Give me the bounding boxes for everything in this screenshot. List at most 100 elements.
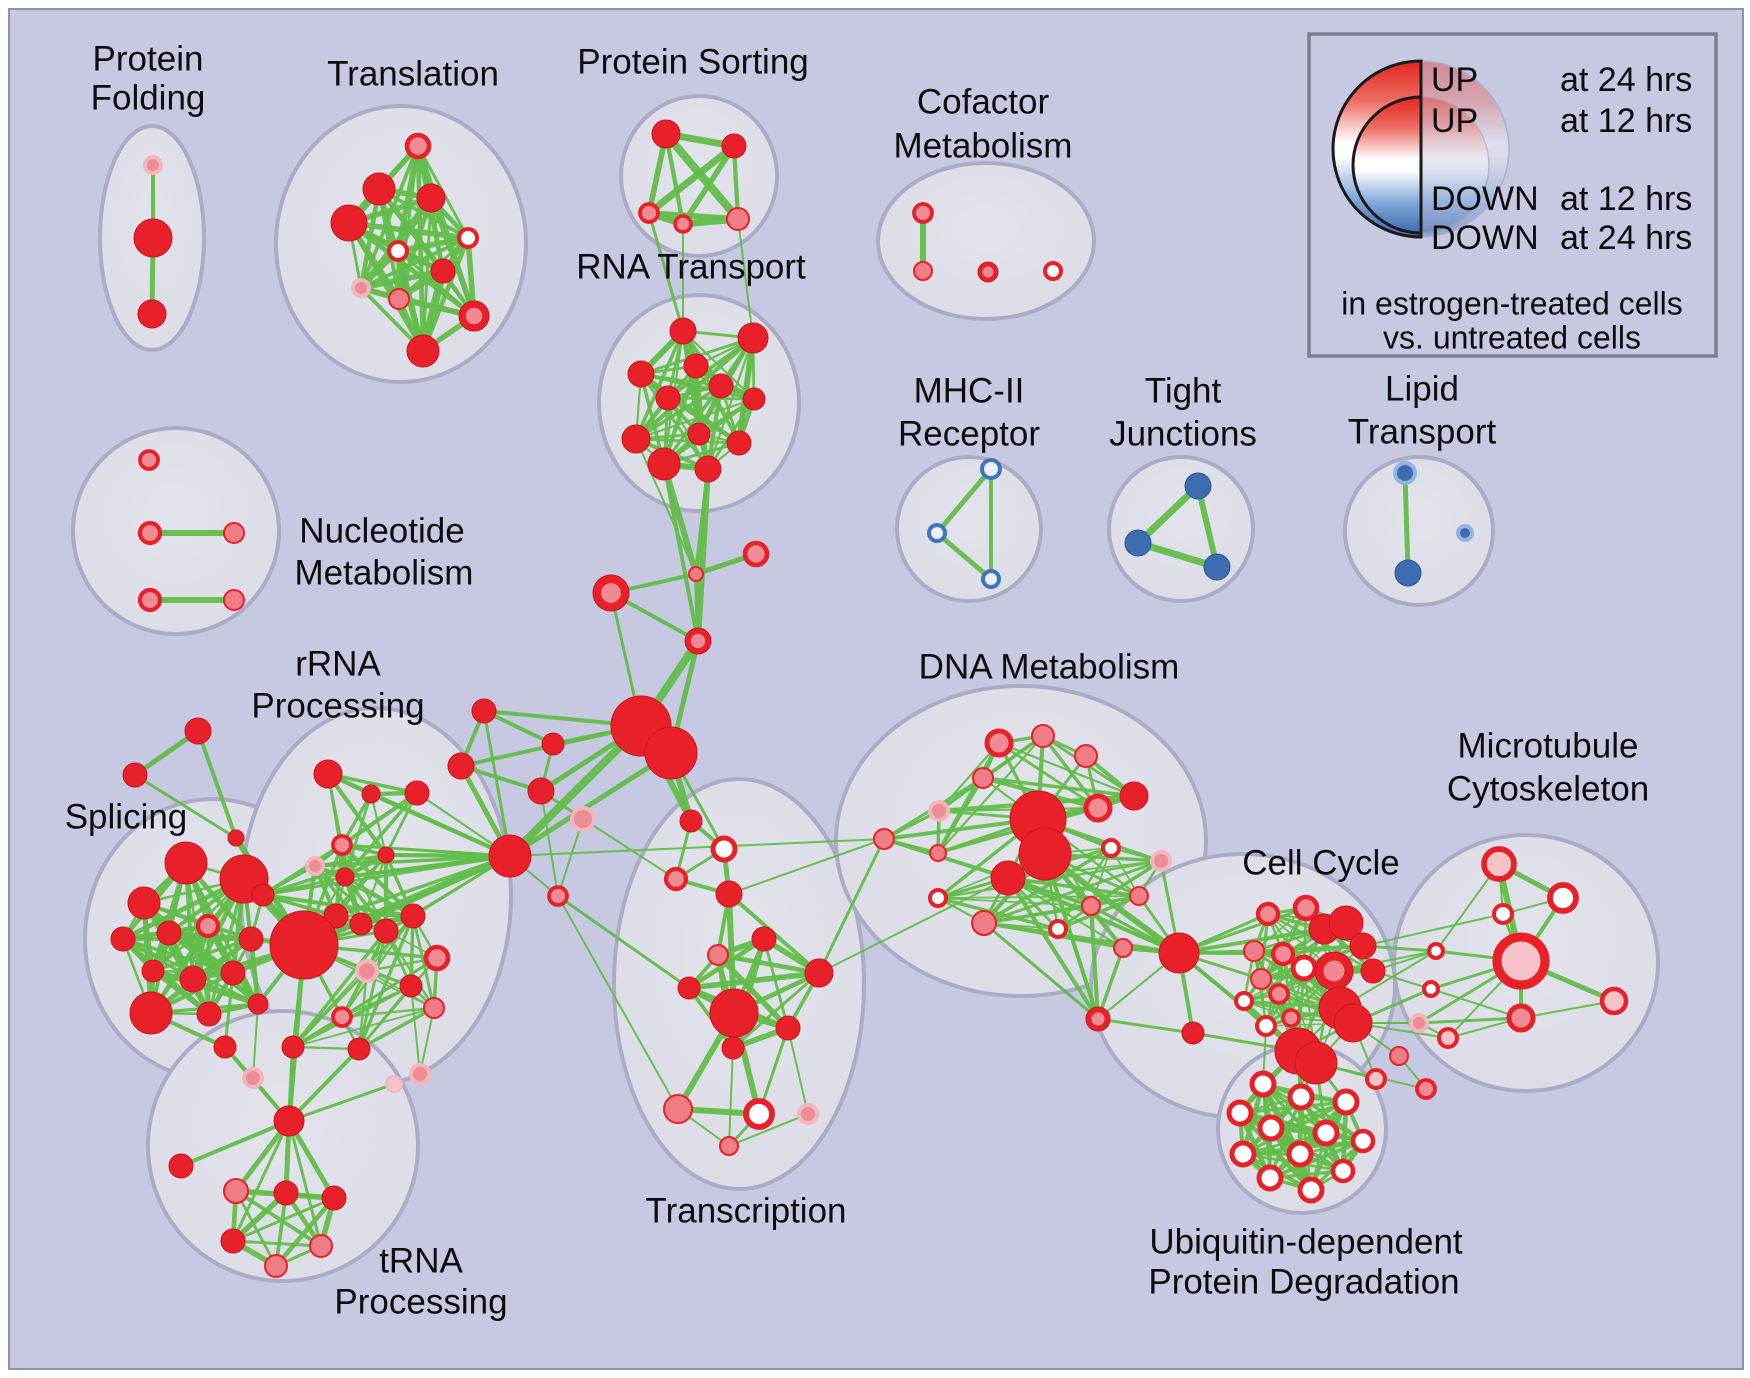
node-d2 bbox=[1031, 724, 1055, 748]
cluster-lipid-transport-label-line1: Lipid bbox=[1385, 369, 1459, 408]
legend-direction-4: DOWN bbox=[1431, 219, 1539, 257]
node-sp8 bbox=[179, 965, 207, 993]
edge-rrb2-rr17 bbox=[410, 985, 421, 1075]
node-sp3 bbox=[127, 886, 161, 920]
edge-rr11-rr12 bbox=[300, 852, 514, 949]
node-sp15 bbox=[242, 1067, 264, 1089]
node-rr18 bbox=[423, 997, 445, 1019]
node-u4 bbox=[1226, 1099, 1254, 1127]
node-tj2 bbox=[1124, 529, 1152, 557]
nodes-layer bbox=[110, 119, 1629, 1278]
node-u10 bbox=[1330, 1158, 1356, 1184]
edge-r2-r9 bbox=[633, 335, 756, 442]
node-d15 bbox=[928, 888, 948, 908]
edge-tx5-l3 bbox=[557, 818, 584, 897]
node-rrb1 bbox=[385, 1075, 403, 1093]
node-c3-core bbox=[601, 583, 621, 603]
edge-ps5-r2 bbox=[737, 218, 754, 339]
node-d21 bbox=[1129, 886, 1149, 906]
node-ps2 bbox=[721, 133, 747, 159]
node-cc13 bbox=[1254, 1014, 1278, 1038]
node-r11 bbox=[647, 447, 681, 481]
legend-time-3: at 12 hrs bbox=[1560, 180, 1692, 218]
cluster-dna-metabolism-label-line1: DNA Metabolism bbox=[919, 647, 1180, 686]
node-rr6 bbox=[335, 867, 355, 887]
edge-rr18-rr21 bbox=[357, 1006, 436, 1051]
node-sp1 bbox=[164, 841, 208, 885]
node-u8 bbox=[1229, 1140, 1257, 1168]
node-sp9 bbox=[129, 991, 173, 1035]
edge-t7-t8 bbox=[358, 268, 446, 291]
cluster-rrna-processing-label-line1: rRNA bbox=[295, 644, 381, 683]
node-c2 bbox=[742, 540, 770, 568]
node-tx8 bbox=[677, 976, 701, 1000]
edge-rr4-rr12 bbox=[340, 843, 512, 858]
edge-rr7-rr8 bbox=[261, 853, 388, 897]
node-tx2 bbox=[710, 835, 738, 863]
node-tx14 bbox=[797, 1103, 819, 1125]
node-t5 bbox=[456, 226, 480, 250]
node-tr2 bbox=[273, 1180, 299, 1206]
cluster-cofactor-metabolism-label-line1: Cofactor bbox=[917, 82, 1050, 121]
edge-r12-c4 bbox=[695, 466, 711, 644]
edge-t5-t8 bbox=[359, 236, 470, 290]
edge-r6-r10 bbox=[666, 396, 741, 445]
edge-d14-d22 bbox=[1005, 875, 1101, 1022]
node-cc19 bbox=[1360, 958, 1386, 984]
edge-st1-st3 bbox=[196, 729, 238, 840]
node-l1 bbox=[541, 732, 565, 756]
legend-inner-circle-right-half bbox=[1420, 96, 1490, 234]
edge-d16-d13 bbox=[982, 859, 1163, 925]
edge-tr1-tr5 bbox=[234, 1189, 323, 1248]
node-tx16 bbox=[751, 926, 777, 952]
node-n4 bbox=[137, 587, 163, 613]
node-cc5 bbox=[1349, 932, 1377, 960]
edge-tx4-d6 bbox=[728, 838, 885, 895]
edge-rr21-trh bbox=[287, 1047, 361, 1123]
node-cc1 bbox=[1255, 901, 1281, 927]
edge-mt6-mt7 bbox=[1430, 988, 1522, 1019]
edge-mt4-mt1 bbox=[1435, 863, 1500, 952]
node-mt6 bbox=[1422, 980, 1440, 998]
node-rr14 bbox=[400, 903, 426, 929]
node-sp7 bbox=[141, 959, 165, 983]
node-rr16 bbox=[355, 959, 379, 983]
edge-tx7-tx11 bbox=[731, 971, 821, 1050]
node-d1 bbox=[984, 728, 1014, 758]
node-u11 bbox=[1256, 1164, 1284, 1192]
edge-u6-u8 bbox=[1241, 1131, 1328, 1156]
node-ccx2 bbox=[1437, 1027, 1459, 1049]
edge-rr3-rr4 bbox=[339, 790, 420, 848]
cluster-trna-processing-label-line1: tRNA bbox=[379, 1241, 463, 1280]
edge-t4-t10 bbox=[346, 220, 477, 319]
node-tr4 bbox=[220, 1228, 246, 1254]
node-r4 bbox=[683, 353, 709, 379]
edge-rr17-rr21 bbox=[357, 984, 413, 1051]
node-n3 bbox=[223, 522, 245, 544]
node-d18 bbox=[1048, 919, 1068, 939]
edge-tx5-tx8 bbox=[556, 894, 691, 990]
edge-ps2-ps4 bbox=[680, 143, 737, 227]
node-ps4 bbox=[673, 214, 693, 234]
node-cc14 bbox=[1281, 1008, 1301, 1028]
edge-d4-d11 bbox=[981, 776, 1136, 798]
edge-tx16-tx8 bbox=[686, 936, 767, 991]
legend-caption-line2: vs. untreated cells bbox=[1383, 319, 1641, 355]
edge-tr1-tr6 bbox=[234, 1189, 278, 1268]
edge-tr3-tr4 bbox=[231, 1196, 336, 1243]
node-rr12 bbox=[488, 834, 532, 878]
edge-tx16-tx10 bbox=[762, 937, 790, 1030]
node-cc9-core bbox=[1323, 960, 1345, 982]
node-tx7 bbox=[804, 958, 834, 988]
node-sp14 bbox=[213, 1035, 237, 1059]
node-tx15 bbox=[719, 1136, 739, 1156]
edge-tr3-tr6 bbox=[273, 1195, 337, 1269]
node-tr1 bbox=[223, 1178, 249, 1204]
node-st2 bbox=[122, 762, 148, 788]
cluster-mhc-ii-receptor-label-line1: MHC-II bbox=[914, 371, 1025, 410]
node-rr20 bbox=[281, 1035, 305, 1059]
cluster-nucleotide-metabolism-label-line2: Metabolism bbox=[295, 553, 474, 592]
edge-rr18-rr19 bbox=[340, 1006, 436, 1019]
node-b1 bbox=[1158, 932, 1200, 974]
